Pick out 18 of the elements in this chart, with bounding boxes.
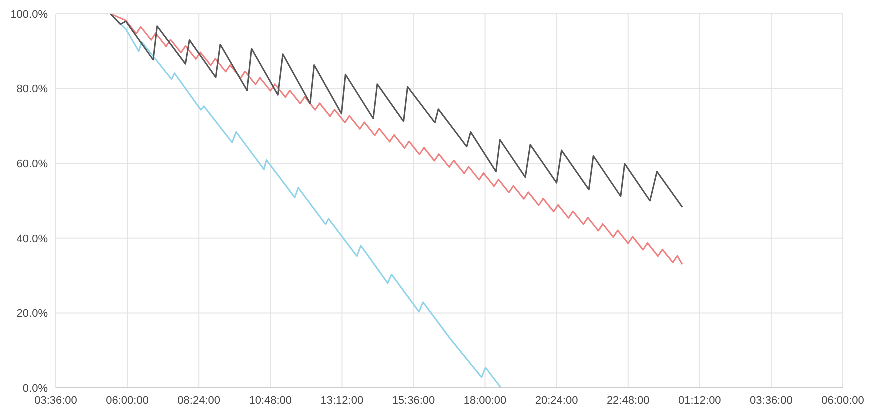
x-tick-label: 03:36:00 <box>34 394 78 407</box>
x-tick-label: 08:24:00 <box>178 394 221 407</box>
x-tick-label: 18:00:00 <box>464 394 507 407</box>
x-tick-label: 01:12:00 <box>678 394 722 407</box>
y-tick-label: 0.0% <box>22 382 48 395</box>
x-tick-label: 03:36:00 <box>750 394 793 407</box>
y-tick-label: 100.0% <box>10 8 48 21</box>
x-tick-label: 15:36:00 <box>392 394 436 407</box>
x-tick-label: 13:12:00 <box>320 394 364 407</box>
y-tick-label: 80.0% <box>16 84 48 96</box>
x-tick-label: 10:48:00 <box>249 394 292 407</box>
x-tick-label: 20:24:00 <box>535 394 578 407</box>
y-tick-label: 40.0% <box>16 233 48 246</box>
x-tick-label: 06:00:00 <box>106 394 149 407</box>
x-tick-label: 22:48:00 <box>606 394 650 407</box>
y-tick-label: 60.0% <box>16 158 48 171</box>
x-tick-label: 06:00:00 <box>822 394 864 407</box>
y-tick-label: 20.0% <box>16 308 48 320</box>
